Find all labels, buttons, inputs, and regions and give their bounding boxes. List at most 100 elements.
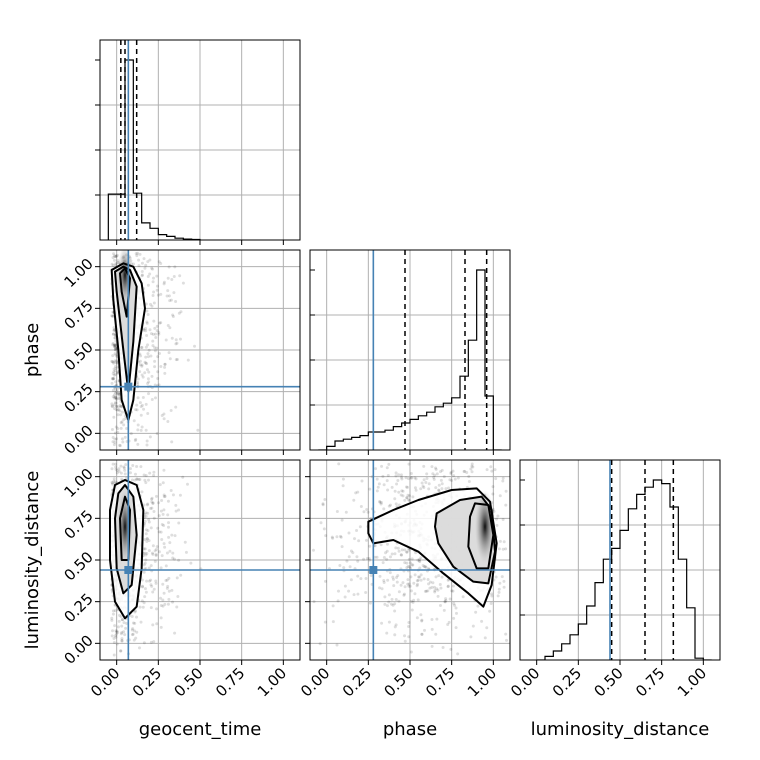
sample-point (111, 372, 115, 376)
sample-point (399, 493, 403, 497)
sample-point (365, 508, 369, 512)
sample-point (111, 314, 115, 318)
sample-point (122, 630, 126, 634)
sample-point (416, 558, 420, 562)
sample-point (139, 620, 143, 624)
sample-point (140, 364, 144, 368)
sample-point (407, 635, 411, 639)
sample-point (140, 273, 144, 277)
sample-point (152, 290, 156, 294)
sample-point (142, 473, 146, 477)
sample-point (165, 578, 169, 582)
truth-marker (124, 566, 133, 574)
sample-point (485, 626, 489, 630)
panel-content (100, 250, 300, 450)
sample-point (112, 360, 116, 364)
sample-point (337, 462, 341, 466)
sample-point (430, 644, 434, 648)
sample-point (112, 252, 116, 256)
sample-point (156, 376, 160, 380)
sample-point (165, 586, 169, 590)
sample-point (502, 579, 506, 583)
sample-point (118, 444, 122, 448)
sample-point (151, 623, 155, 627)
sample-point (391, 575, 395, 579)
sample-point (368, 601, 372, 605)
sample-point (147, 370, 151, 374)
sample-point (151, 280, 155, 284)
sample-point (467, 475, 471, 479)
sample-point (490, 594, 494, 598)
sample-point (434, 486, 438, 490)
sample-point (166, 513, 170, 517)
sample-point (137, 646, 141, 650)
sample-point (145, 309, 149, 313)
contour-line (119, 495, 131, 561)
sample-point (152, 587, 156, 591)
sample-point (111, 343, 115, 347)
sample-point (413, 486, 417, 490)
sample-point (125, 621, 129, 625)
sample-point (409, 472, 413, 476)
sample-point (129, 432, 133, 436)
sample-point (152, 319, 156, 323)
sample-point (142, 503, 146, 507)
sample-point (394, 474, 398, 478)
sample-point (431, 581, 435, 585)
sample-point (385, 631, 389, 635)
sample-point (143, 478, 147, 482)
sample-point (149, 564, 153, 568)
sample-point (114, 347, 118, 351)
sample-point (138, 605, 142, 609)
sample-point (146, 343, 150, 347)
sample-point (502, 540, 506, 544)
sample-point (111, 462, 115, 466)
sample-point (418, 566, 422, 570)
sample-point (146, 381, 150, 385)
sample-point (149, 606, 153, 610)
sample-point (112, 396, 116, 400)
sample-point (113, 258, 117, 262)
sample-point (120, 477, 124, 481)
sample-point (489, 465, 493, 469)
sample-point (112, 343, 116, 347)
sample-point (115, 354, 119, 358)
sample-point (407, 621, 411, 625)
hist-panel-geocent_time (95, 39, 301, 245)
sample-point (347, 555, 351, 559)
sample-point (501, 547, 505, 551)
sample-point (417, 559, 421, 563)
sample-point (110, 359, 114, 363)
sample-point (145, 503, 149, 507)
sample-point (173, 631, 177, 635)
sample-point (173, 265, 177, 269)
sample-point (340, 545, 344, 549)
sample-point (135, 477, 139, 481)
sample-point (155, 288, 159, 292)
x-tick-label: 0.25 (129, 664, 165, 700)
sample-point (451, 584, 455, 588)
sample-point (381, 561, 385, 565)
sample-point (110, 616, 114, 620)
sample-point (409, 589, 413, 593)
sample-point (156, 293, 160, 297)
sample-point (453, 603, 457, 607)
sample-point (489, 601, 493, 605)
sample-point (446, 584, 450, 588)
sample-point (150, 584, 154, 588)
sample-point (172, 291, 176, 295)
sample-point (387, 620, 391, 624)
hist-content (107, 40, 201, 240)
sample-point (116, 370, 120, 374)
sample-point (408, 565, 412, 569)
sample-point (117, 405, 121, 409)
sample-point (421, 563, 425, 567)
sample-point (157, 514, 161, 518)
sample-point (144, 481, 148, 485)
sample-point (114, 383, 118, 387)
sample-point (407, 498, 411, 502)
sample-point (142, 328, 146, 332)
sample-point (343, 595, 347, 599)
sample-point (110, 404, 114, 408)
sample-point (128, 467, 132, 471)
